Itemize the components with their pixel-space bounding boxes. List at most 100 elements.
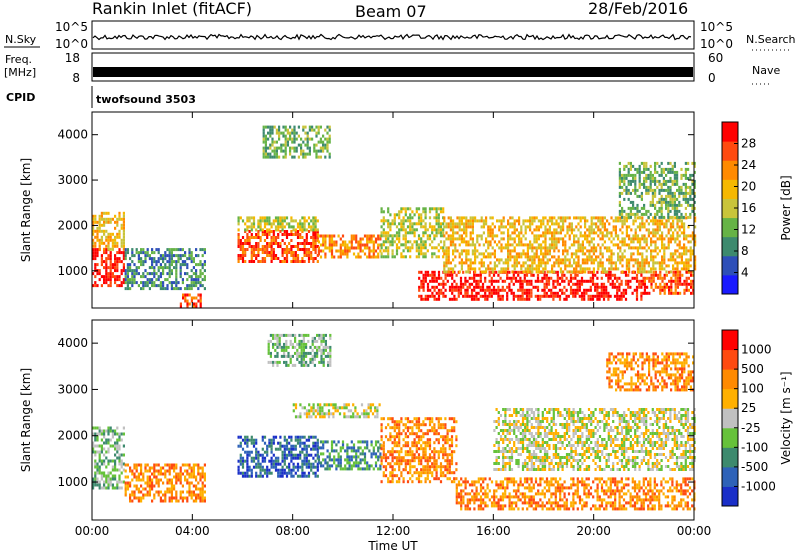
- beam-title: Beam 07: [355, 2, 427, 21]
- velocity-colorbar-tick: 1000: [741, 343, 772, 357]
- nave-tick-bottom: 0: [708, 71, 716, 85]
- xtick-label: 00:00: [677, 524, 712, 538]
- power-echo-region: [418, 270, 645, 301]
- power-colorbar-swatch: [722, 160, 738, 180]
- nsky-trace: [92, 33, 692, 41]
- power-colorbar-tick: 16: [741, 201, 756, 215]
- velocity-colorbar-frame: [721, 329, 739, 507]
- velocity-echo-region: [317, 440, 382, 471]
- velocity-colorbar-tick: 100: [741, 382, 764, 396]
- power-colorbar-label: Power [dB]: [779, 175, 793, 240]
- cpid-label: CPID: [6, 91, 35, 104]
- velocity-colorbar-swatch: [722, 330, 738, 351]
- velocity-echo-region: [237, 435, 319, 478]
- power-colorbar-tick: 28: [741, 137, 756, 151]
- velocity-echo-region: [380, 417, 458, 484]
- power-ytick-label: 4000: [57, 128, 88, 142]
- velocity-colorbar-swatch: [722, 369, 738, 390]
- nsearch-label: N.Search: [746, 33, 796, 46]
- power-colorbar-swatch: [722, 255, 738, 276]
- power-colorbar-tick: 12: [741, 223, 756, 237]
- power-colorbar-swatch: [722, 198, 738, 219]
- nave-tick-top: 60: [708, 51, 723, 65]
- xtick-label: 08:00: [275, 524, 310, 538]
- power-colorbar-swatch: [722, 179, 738, 199]
- nave-label: Nave: [752, 64, 780, 77]
- velocity-echo-region: [292, 403, 381, 419]
- velocity-panel: 1000 2000 3000 4000 00:00 04:00 08:00 12:00 16:0…: [19, 319, 793, 553]
- power-colorbar-tick: 24: [741, 158, 756, 172]
- velocity-colorbar-tick: -1000: [741, 479, 776, 493]
- velocity-colorbar-swatch: [722, 408, 738, 429]
- velocity-echo-region: [606, 352, 695, 392]
- power-colorbar-swatch: [722, 236, 738, 257]
- velocity-colorbar-tick: -100: [741, 440, 768, 454]
- velocity-colorbar-label: Velocity [m s⁻¹]: [779, 371, 793, 464]
- velocity-ytick-label: 1000: [57, 475, 88, 489]
- velocity-echo-region: [455, 477, 696, 511]
- power-echo-region: [179, 293, 202, 309]
- freq-nave-band: [93, 67, 693, 77]
- power-echo-region: [643, 270, 695, 295]
- station-title: Rankin Inlet (fitACF): [92, 0, 252, 18]
- power-echo-region: [262, 125, 331, 159]
- power-echo-region: [443, 216, 697, 274]
- power-echo-region: [92, 248, 125, 288]
- xtick-label: 16:00: [476, 524, 511, 538]
- nsky-line: [92, 33, 692, 41]
- power-colorbar-tick: 20: [741, 180, 756, 194]
- nsky-tick-bottom: 10^0: [55, 37, 88, 51]
- xtick-label: 04:00: [175, 524, 210, 538]
- velocity-ylabel: Slant Range [km]: [19, 368, 33, 472]
- velocity-colorbar-swatch: [722, 466, 738, 487]
- velocity-ytick-label: 4000: [57, 336, 88, 350]
- nsky-strip-frame: [91, 20, 695, 50]
- velocity-colorbar-swatch: [722, 486, 738, 507]
- date-title: 28/Feb/2016: [588, 0, 688, 18]
- power-colorbar-swatch: [722, 141, 738, 161]
- power-colorbar-tick: 4: [741, 266, 749, 280]
- velocity-colorbar-swatch: [722, 447, 738, 468]
- freq-unit: [MHz]: [4, 66, 36, 79]
- nsky-label: N.Sky: [5, 33, 37, 46]
- velocity-colorbar-tick: -500: [741, 460, 768, 474]
- nsearch-tick-bottom: 10^0: [700, 37, 733, 51]
- power-echo-region: [124, 248, 206, 291]
- velocity-ytick-label: 3000: [57, 382, 88, 396]
- velocity-echo-region: [267, 333, 332, 367]
- power-echo-region: [618, 161, 696, 219]
- velocity-echo-region: [124, 463, 206, 503]
- velocity-colorbar-tick: 25: [741, 401, 756, 415]
- power-echo-region: [237, 216, 319, 232]
- power-panel: 1000 2000 3000 4000 Slant Range [km] 28 24 20 16…: [19, 111, 793, 309]
- nsearch-tick-top: 10^5: [700, 20, 733, 34]
- xtick-label: 00:00: [75, 524, 110, 538]
- power-colorbar-swatch: [722, 274, 738, 295]
- nsky-tick-top: 10^5: [55, 20, 88, 34]
- velocity-colorbar-swatch: [722, 427, 738, 448]
- power-ytick-label: 3000: [57, 173, 88, 187]
- power-colorbar-swatch: [722, 217, 738, 238]
- velocity-colorbar-tick: 500: [741, 362, 764, 376]
- xtick-label: 20:00: [576, 524, 611, 538]
- power-ylabel: Slant Range [km]: [19, 158, 33, 262]
- velocity-echo-region: [92, 426, 125, 490]
- xaxis-label: Time UT: [367, 539, 418, 553]
- power-ytick-label: 2000: [57, 218, 88, 232]
- velocity-ytick-label: 2000: [57, 429, 88, 443]
- xtick-label: 12:00: [376, 524, 411, 538]
- power-ytick-label: 1000: [57, 264, 88, 278]
- velocity-colorbar-swatch: [722, 349, 738, 370]
- freq-tick-top: 18: [65, 51, 80, 65]
- velocity-colorbar-tick: -25: [741, 421, 761, 435]
- cpid-value: twofsound 3503: [96, 93, 196, 106]
- freq-strip-frame: [91, 52, 695, 82]
- power-colorbar-swatch: [722, 122, 738, 142]
- power-echo-region: [380, 207, 445, 259]
- velocity-echo-region: [493, 408, 696, 471]
- power-colorbar-tick: 8: [741, 244, 749, 258]
- velocity-colorbar-swatch: [722, 388, 738, 409]
- freq-label: Freq.: [5, 53, 32, 66]
- freq-tick-bottom: 8: [72, 71, 80, 85]
